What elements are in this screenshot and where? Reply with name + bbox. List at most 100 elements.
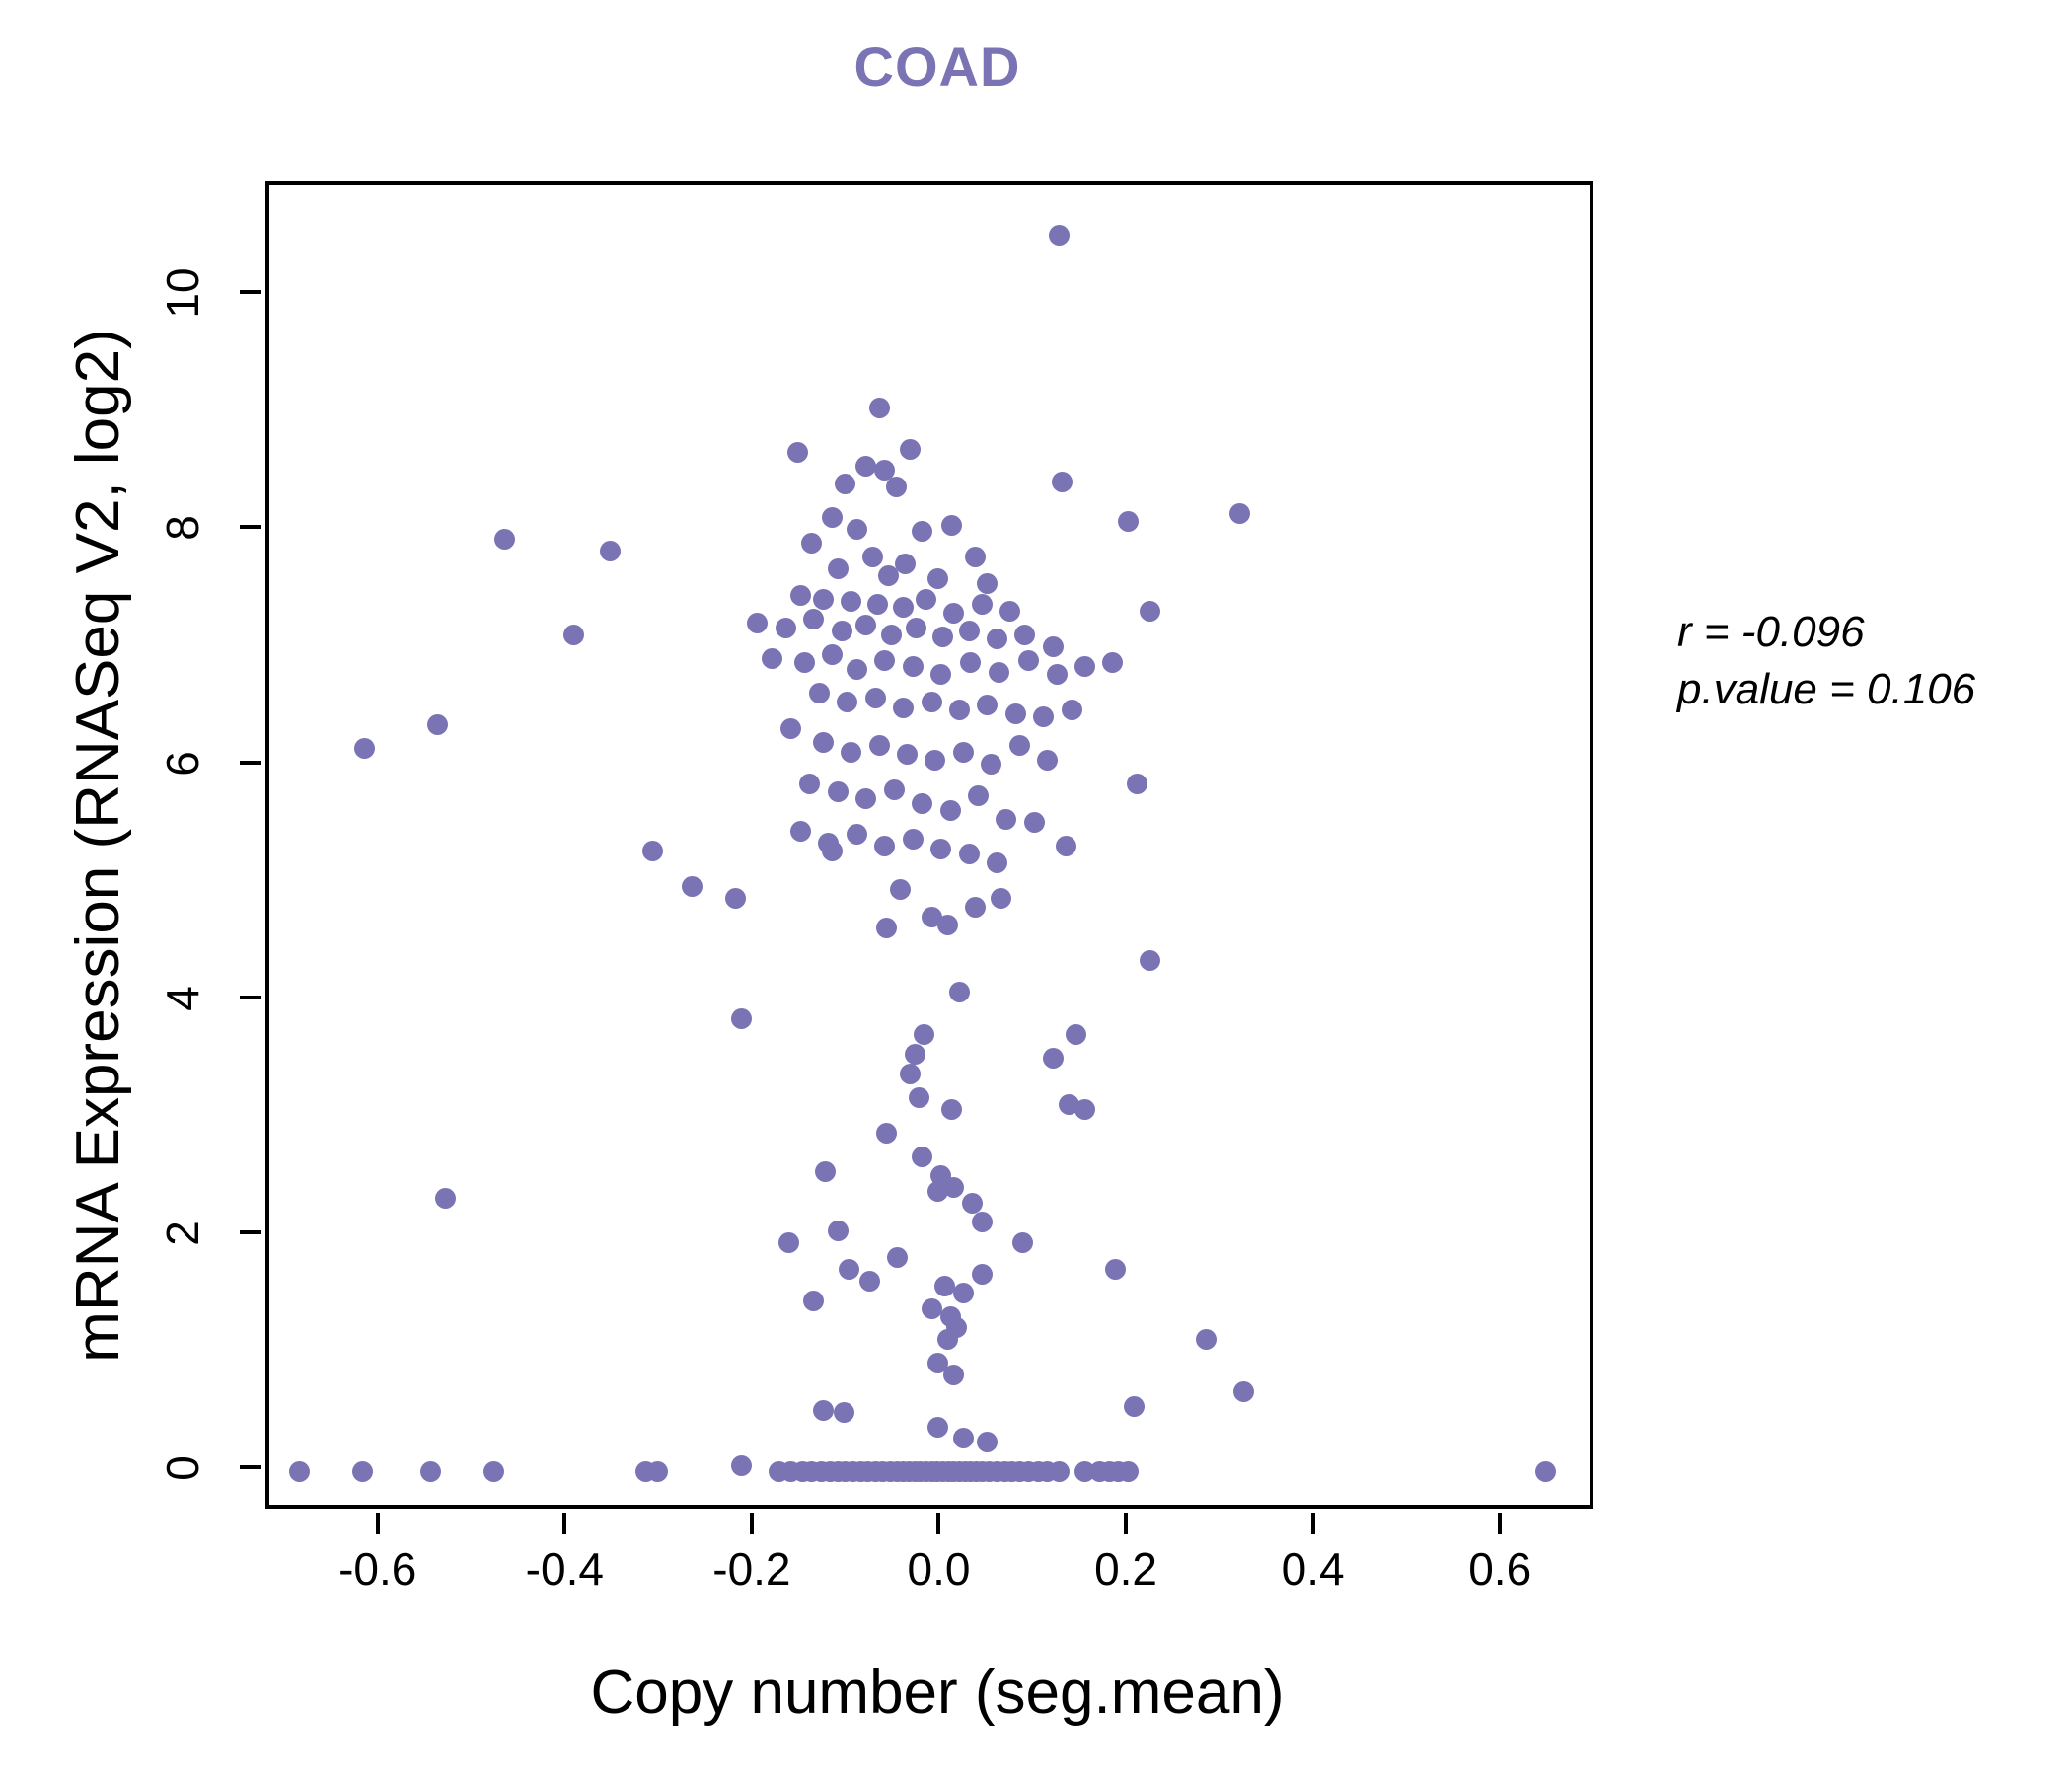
y-tick-mark	[240, 290, 261, 295]
data-point	[936, 914, 958, 935]
data-point	[855, 788, 877, 810]
x-tick-label: -0.2	[712, 1543, 791, 1594]
y-tick-label: 0	[157, 1455, 208, 1482]
data-point	[887, 1247, 909, 1269]
data-point	[822, 506, 844, 528]
data-point	[893, 697, 915, 718]
data-point	[949, 981, 971, 1002]
x-tick-label: -0.6	[338, 1543, 417, 1594]
data-point	[906, 617, 927, 638]
data-point	[815, 1161, 837, 1183]
data-point	[967, 784, 989, 806]
data-point	[1074, 655, 1096, 677]
data-point	[904, 1043, 925, 1065]
data-point	[981, 753, 1002, 775]
data-point	[1074, 1098, 1096, 1120]
data-point	[822, 840, 844, 861]
correlation-coefficient-text: r = -0.096	[1677, 608, 1865, 656]
y-tick-mark	[240, 760, 261, 765]
data-point	[930, 664, 952, 686]
data-point	[876, 1122, 898, 1144]
data-point	[977, 573, 999, 595]
data-point	[775, 617, 796, 638]
data-point	[354, 738, 376, 760]
data-point	[885, 476, 907, 497]
data-point	[899, 1064, 921, 1085]
data-point	[933, 1275, 955, 1296]
data-point	[939, 800, 961, 822]
data-point	[927, 567, 949, 589]
data-point	[1008, 734, 1030, 756]
data-point	[895, 554, 917, 575]
y-tick-mark	[240, 1465, 261, 1470]
data-point	[793, 652, 815, 674]
data-point	[878, 565, 899, 587]
data-point	[859, 1270, 881, 1292]
data-point	[876, 918, 898, 939]
data-point	[1058, 1094, 1079, 1116]
data-point	[1117, 1460, 1139, 1482]
data-point	[841, 741, 862, 763]
data-point	[1011, 1231, 1033, 1253]
data-point	[827, 1220, 849, 1241]
data-point	[803, 1291, 825, 1312]
data-point	[837, 691, 858, 712]
data-point	[958, 844, 980, 865]
data-point	[921, 1298, 942, 1320]
data-point	[941, 514, 963, 536]
data-point	[822, 643, 844, 665]
plot-area	[265, 181, 1593, 1509]
data-point	[952, 741, 974, 763]
data-point	[927, 1181, 949, 1203]
data-point	[902, 828, 924, 850]
data-point	[893, 597, 915, 619]
data-point	[731, 1008, 753, 1030]
data-point	[1065, 1023, 1086, 1045]
data-point	[996, 808, 1017, 830]
data-point	[801, 532, 823, 554]
data-point	[731, 1454, 753, 1476]
data-point	[936, 1329, 958, 1351]
data-point	[1124, 1396, 1146, 1418]
data-point	[890, 879, 912, 901]
x-tick-label: 0.6	[1468, 1543, 1532, 1594]
data-point	[762, 647, 783, 669]
data-point	[952, 1282, 974, 1303]
data-point	[921, 691, 942, 712]
data-point	[874, 459, 896, 481]
x-tick-mark	[1310, 1513, 1315, 1534]
x-tick-mark	[749, 1513, 754, 1534]
data-point	[808, 683, 830, 704]
data-point	[1049, 224, 1071, 246]
data-point	[827, 558, 849, 579]
data-point	[1233, 1380, 1255, 1402]
data-point	[777, 1231, 799, 1253]
data-point	[864, 688, 886, 709]
data-point	[352, 1460, 374, 1482]
data-point	[812, 588, 834, 610]
data-point	[646, 1460, 668, 1482]
data-point	[846, 824, 867, 846]
statistics-annotation: r = -0.096 p.value = 0.106	[1677, 604, 1975, 718]
data-point	[927, 1353, 949, 1374]
data-point	[1535, 1460, 1557, 1482]
data-point	[799, 773, 821, 794]
data-point	[965, 547, 987, 568]
data-point	[1023, 812, 1045, 834]
data-point	[943, 1176, 965, 1198]
data-point	[883, 778, 905, 800]
data-point	[812, 1399, 834, 1421]
data-point	[1033, 706, 1055, 728]
data-point	[855, 456, 877, 478]
data-point	[835, 474, 856, 495]
x-tick-mark	[562, 1513, 567, 1534]
data-point	[977, 1432, 999, 1453]
data-point	[861, 547, 883, 568]
data-point	[986, 629, 1007, 650]
data-point	[971, 1212, 993, 1233]
data-point	[812, 732, 834, 754]
x-tick-label: -0.4	[525, 1543, 604, 1594]
data-point	[1127, 773, 1148, 794]
data-point	[482, 1460, 504, 1482]
